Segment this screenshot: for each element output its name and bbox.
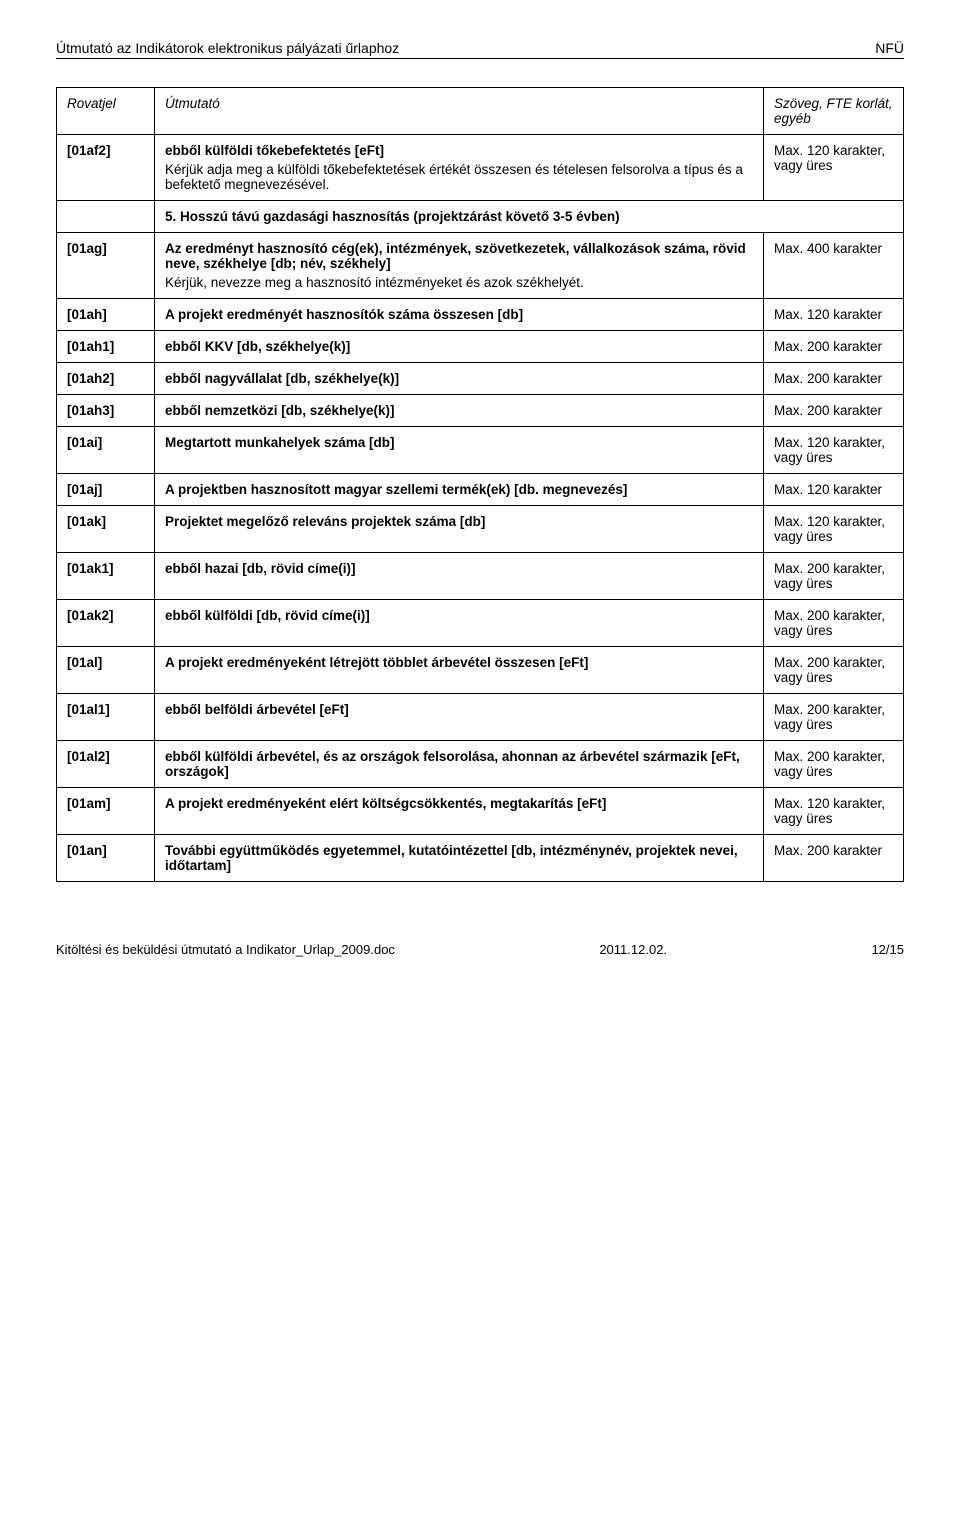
row-title: ebből belföldi árbevétel [eFt] xyxy=(165,702,753,717)
row-content: A projekt eredményeként létrejött többle… xyxy=(155,647,764,694)
row-content: Megtartott munkahelyek száma [db] xyxy=(155,427,764,474)
row-id: [01ak2] xyxy=(57,600,155,647)
row-content: A projekt eredményét hasznosítók száma ö… xyxy=(155,299,764,331)
table-row: [01af2]ebből külföldi tőkebefektetés [eF… xyxy=(57,135,904,201)
table-row: [01al] A projekt eredményeként létrejött … xyxy=(57,647,904,694)
row-limit: Max. 400 karakter xyxy=(764,233,904,299)
row-title: További együttműködés egyetemmel, kutató… xyxy=(165,843,753,873)
table-row: [01ak] Projektet megelőző releváns projek… xyxy=(57,506,904,553)
row-limit: Max. 200 karakter, vagy üres xyxy=(764,741,904,788)
row-content: A projektben hasznosított magyar szellem… xyxy=(155,474,764,506)
table-row: [01aj] A projektben hasznosított magyar s… xyxy=(57,474,904,506)
row-title: Projektet megelőző releváns projektek sz… xyxy=(165,514,753,529)
row-id: [01ak] xyxy=(57,506,155,553)
row-id: [01an] xyxy=(57,835,155,882)
row-content: ebből belföldi árbevétel [eFt] xyxy=(155,694,764,741)
row-content: További együttműködés egyetemmel, kutató… xyxy=(155,835,764,882)
table-row: [01an] További együttműködés egyetemmel, … xyxy=(57,835,904,882)
row-title: Az eredményt hasznosító cég(ek), intézmé… xyxy=(165,241,753,271)
table-row: [01am] A projekt eredményeként elért költ… xyxy=(57,788,904,835)
table-row: [01ah2] ebből nagyvállalat [db, székhelye… xyxy=(57,363,904,395)
row-title: ebből KKV [db, székhelye(k)] xyxy=(165,339,753,354)
row-limit: Max. 200 karakter xyxy=(764,395,904,427)
row-title: Megtartott munkahelyek száma [db] xyxy=(165,435,753,450)
footer-left: Kitöltési és beküldési útmutató a Indika… xyxy=(56,942,395,957)
row-title: ebből külföldi tőkebefektetés [eFt] xyxy=(165,143,753,158)
row-content: Az eredményt hasznosító cég(ek), intézmé… xyxy=(155,233,764,299)
row-title: ebből külföldi árbevétel, és az országok… xyxy=(165,749,753,779)
row-id: [01ah2] xyxy=(57,363,155,395)
col-header-limit: Szöveg, FTE korlát, egyéb xyxy=(764,88,904,135)
row-content: ebből hazai [db, rövid címe(i)] xyxy=(155,553,764,600)
row-title: ebből nagyvállalat [db, székhelye(k)] xyxy=(165,371,753,386)
row-title: A projekt eredményét hasznosítók száma ö… xyxy=(165,307,753,322)
row-limit: Max. 120 karakter, vagy üres xyxy=(764,427,904,474)
row-id: [01ak1] xyxy=(57,553,155,600)
row-title: ebből nemzetközi [db, székhelye(k)] xyxy=(165,403,753,418)
row-id: [01ag] xyxy=(57,233,155,299)
row-content: ebből külföldi árbevétel, és az országok… xyxy=(155,741,764,788)
section-title: 5. Hosszú távú gazdasági hasznosítás (pr… xyxy=(155,201,904,233)
page-header: Útmutató az Indikátorok elektronikus pál… xyxy=(56,40,904,59)
table-row: [01ah3] ebből nemzetközi [db, székhelye(k… xyxy=(57,395,904,427)
row-title: ebből hazai [db, rövid címe(i)] xyxy=(165,561,753,576)
row-id: [01ah3] xyxy=(57,395,155,427)
row-limit: Max. 200 karakter, vagy üres xyxy=(764,647,904,694)
row-id: [01aj] xyxy=(57,474,155,506)
indicator-table: Rovatjel Útmutató Szöveg, FTE korlát, eg… xyxy=(56,87,904,882)
row-id: [01ai] xyxy=(57,427,155,474)
table-row: [01ag] Az eredményt hasznosító cég(ek), i… xyxy=(57,233,904,299)
row-content: ebből külföldi tőkebefektetés [eFt] Kérjü… xyxy=(155,135,764,201)
row-title: A projekt eredményeként létrejött többle… xyxy=(165,655,753,670)
row-limit: Max. 200 karakter xyxy=(764,835,904,882)
footer-right: 12/15 xyxy=(871,942,904,957)
row-content: ebből nagyvállalat [db, székhelye(k)] xyxy=(155,363,764,395)
table-row: [01ak1] ebből hazai [db, rövid címe(i)] Ma… xyxy=(57,553,904,600)
row-id: [01al2] xyxy=(57,741,155,788)
row-limit: Max. 200 karakter, vagy üres xyxy=(764,600,904,647)
table-row: [01al2] ebből külföldi árbevétel, és az o… xyxy=(57,741,904,788)
row-content: ebből külföldi [db, rövid címe(i)] xyxy=(155,600,764,647)
col-header-id: Rovatjel xyxy=(57,88,155,135)
header-right: NFÜ xyxy=(875,40,904,56)
header-left: Útmutató az Indikátorok elektronikus pál… xyxy=(56,40,399,56)
row-id: [01al] xyxy=(57,647,155,694)
row-content: ebből nemzetközi [db, székhelye(k)] xyxy=(155,395,764,427)
row-id: [01am] xyxy=(57,788,155,835)
row-limit: Max. 120 karakter xyxy=(764,299,904,331)
row-limit: Max. 120 karakter, vagy üres xyxy=(764,788,904,835)
row-limit: Max. 200 karakter, vagy üres xyxy=(764,694,904,741)
row-limit: Max. 200 karakter xyxy=(764,331,904,363)
row-id xyxy=(57,201,155,233)
row-limit: Max. 120 karakter, vagy üres xyxy=(764,506,904,553)
footer-center: 2011.12.02. xyxy=(599,942,667,957)
page-footer: Kitöltési és beküldési útmutató a Indika… xyxy=(56,942,904,957)
row-id: [01af2] xyxy=(57,135,155,201)
table-row: [01al1] ebből belföldi árbevétel [eFt] Max… xyxy=(57,694,904,741)
row-id: [01ah] xyxy=(57,299,155,331)
table-row: 5. Hosszú távú gazdasági hasznosítás (pr… xyxy=(57,201,904,233)
row-limit: Max. 200 karakter xyxy=(764,363,904,395)
row-title: ebből külföldi [db, rövid címe(i)] xyxy=(165,608,753,623)
col-header-guide: Útmutató xyxy=(155,88,764,135)
table-row: [01ai] Megtartott munkahelyek száma [db] M… xyxy=(57,427,904,474)
row-content: ebből KKV [db, székhelye(k)] xyxy=(155,331,764,363)
row-content: A projekt eredményeként elért költségcsö… xyxy=(155,788,764,835)
row-limit: Max. 200 karakter, vagy üres xyxy=(764,553,904,600)
row-description: Kérjük, nevezze meg a hasznosító intézmé… xyxy=(165,275,753,290)
row-limit: Max. 120 karakter, vagy üres xyxy=(764,135,904,201)
row-title: A projektben hasznosított magyar szellem… xyxy=(165,482,753,497)
row-limit: Max. 120 karakter xyxy=(764,474,904,506)
table-row: [01ah1] ebből KKV [db, székhelye(k)] Max. … xyxy=(57,331,904,363)
row-content: Projektet megelőző releváns projektek sz… xyxy=(155,506,764,553)
row-description: Kérjük adja meg a külföldi tőkebefekteté… xyxy=(165,162,753,192)
row-title: A projekt eredményeként elért költségcsö… xyxy=(165,796,753,811)
table-row: [01ah] A projekt eredményét hasznosítók s… xyxy=(57,299,904,331)
row-id: [01al1] xyxy=(57,694,155,741)
table-row: [01ak2] ebből külföldi [db, rövid címe(i)… xyxy=(57,600,904,647)
row-id: [01ah1] xyxy=(57,331,155,363)
